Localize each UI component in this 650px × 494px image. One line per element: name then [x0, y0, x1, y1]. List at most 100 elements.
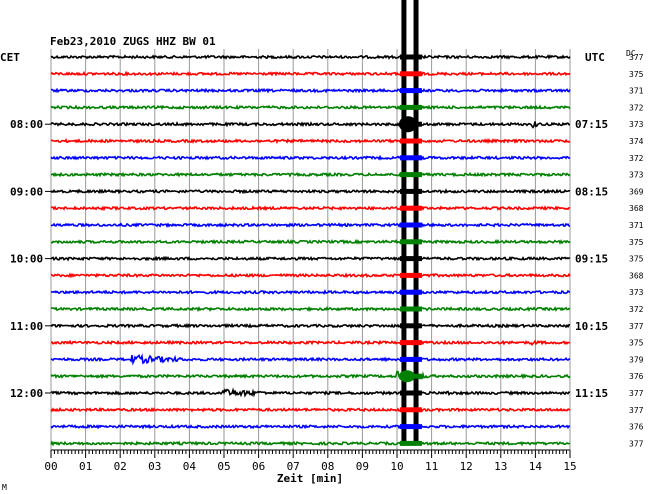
x-tick-label-03: 03: [148, 460, 161, 473]
trace-row-16: [50, 305, 571, 313]
event-blob-row-3: [399, 88, 422, 94]
dc-value-row-7: 372: [629, 154, 644, 163]
dc-value-row-2: 375: [629, 70, 644, 79]
event-marks: [398, 0, 422, 446]
x-tick-label-01: 01: [79, 460, 92, 473]
left-time-label: 10:00: [10, 253, 43, 266]
event-blob-row-13: [399, 256, 422, 262]
event-blob-row-18: [399, 340, 422, 346]
trace-row-12: [50, 238, 571, 245]
dc-value-row-20: 376: [629, 372, 644, 381]
trace-row-6: [50, 138, 571, 145]
event-blob-row-23: [399, 424, 422, 430]
trace-row-20: [50, 370, 571, 381]
x-tick-label-12: 12: [460, 460, 473, 473]
time-labels: 08:00 09:00 10:00 11:00 12:00 07:15 08:15 09:15…: [10, 118, 608, 400]
trace-row-15: [50, 289, 571, 296]
event-bar-2: [413, 0, 419, 442]
trace-row-19: [50, 353, 571, 366]
trace-row-17: [50, 322, 571, 329]
trace-row-5: [50, 121, 571, 129]
dc-values: 377 375 371 372 373 374 372 373 369 368 371 375 375 3…: [629, 53, 644, 448]
trace-group: [50, 54, 571, 447]
event-blob-row-2: [399, 71, 422, 77]
chart-title: Feb23,2010 ZUGS HHZ BW 01: [50, 35, 216, 48]
dc-value-row-5: 373: [629, 120, 644, 129]
dc-value-row-22: 377: [629, 406, 644, 415]
x-tick-label-15: 15: [563, 460, 576, 473]
dc-value-row-1: 377: [629, 53, 644, 62]
right-time-label: 10:15: [575, 320, 608, 333]
event-blob-row-7: [399, 155, 422, 161]
dc-value-row-13: 375: [629, 255, 644, 264]
x-tick-label-00: 00: [44, 460, 57, 473]
dc-value-row-19: 379: [629, 355, 644, 364]
trace-row-18: [50, 339, 571, 347]
event-blob-row-22: [399, 407, 422, 413]
left-time-label: 08:00: [10, 118, 43, 131]
dc-value-row-24: 377: [629, 439, 644, 448]
event-bar-1: [401, 0, 407, 442]
x-tick-label-04: 04: [183, 460, 197, 473]
left-time-label: 12:00: [10, 387, 43, 400]
event-blob-row-8: [399, 172, 422, 178]
event-blob-row-15: [399, 289, 422, 295]
x-tick-label-06: 06: [252, 460, 265, 473]
event-blob-row-10: [399, 205, 422, 211]
dc-value-row-18: 375: [629, 339, 644, 348]
dc-value-row-15: 373: [629, 288, 644, 297]
event-blob-row-24: [399, 440, 422, 446]
dc-value-row-10: 368: [629, 204, 644, 213]
trace-row-7: [50, 154, 571, 161]
event-blob-row-17: [399, 323, 422, 329]
left-time-label: 11:00: [10, 320, 43, 333]
event-blob-row-16: [399, 306, 422, 312]
trace-row-21: [50, 387, 571, 398]
trace-row-1: [50, 54, 571, 60]
x-tick-label-07: 07: [287, 460, 300, 473]
left-time-label: 09:00: [10, 185, 43, 198]
dc-value-row-9: 369: [629, 187, 644, 196]
right-time-label: 09:15: [575, 253, 608, 266]
dc-value-row-3: 371: [629, 87, 644, 96]
dc-value-row-17: 377: [629, 322, 644, 331]
event-burst-main: [398, 116, 417, 133]
right-time-label: 11:15: [575, 387, 608, 400]
grid-lines: [50, 49, 571, 450]
right-axis-label-utc: UTC: [585, 51, 605, 64]
x-tick-label-11: 11: [425, 460, 438, 473]
event-blob-row-14: [399, 272, 422, 278]
right-time-label: 07:15: [575, 118, 608, 131]
x-tick-label-02: 02: [114, 460, 127, 473]
trace-row-11: [50, 222, 571, 229]
event-blob-row-9: [399, 188, 422, 194]
trace-row-4: [50, 104, 571, 111]
dc-value-row-6: 374: [629, 137, 644, 146]
dc-column-label: DC: [626, 49, 636, 58]
x-axis-label: Zeit [min]: [277, 472, 343, 485]
trace-row-22: [50, 406, 571, 413]
trace-row-23: [50, 423, 571, 430]
right-time-label: 08:15: [575, 185, 608, 198]
dc-value-row-11: 371: [629, 221, 644, 230]
dc-value-row-21: 377: [629, 389, 644, 398]
trace-row-3: [50, 87, 571, 94]
event-blob-row-1: [399, 54, 422, 60]
x-axis: 00 01 02 03 04 05 06 07 08 09 10 11 12 13 14 15: [44, 449, 577, 473]
event-blob-row-12: [399, 239, 422, 245]
trace-row-8: [50, 171, 571, 178]
event-blob-row-6: [399, 138, 422, 144]
trace-row-24: [50, 440, 571, 447]
trace-row-14: [50, 272, 571, 279]
left-axis-label-cet: CET: [0, 51, 20, 64]
event-blob-row-4: [399, 104, 422, 110]
dc-value-row-12: 375: [629, 238, 644, 247]
trace-row-10: [50, 205, 571, 212]
dc-value-row-14: 368: [629, 271, 644, 280]
dc-value-row-8: 373: [629, 171, 644, 180]
x-tick-label-09: 09: [356, 460, 369, 473]
trace-row-9: [50, 188, 571, 195]
x-tick-label-13: 13: [494, 460, 507, 473]
event-blob-row-19: [399, 356, 422, 362]
